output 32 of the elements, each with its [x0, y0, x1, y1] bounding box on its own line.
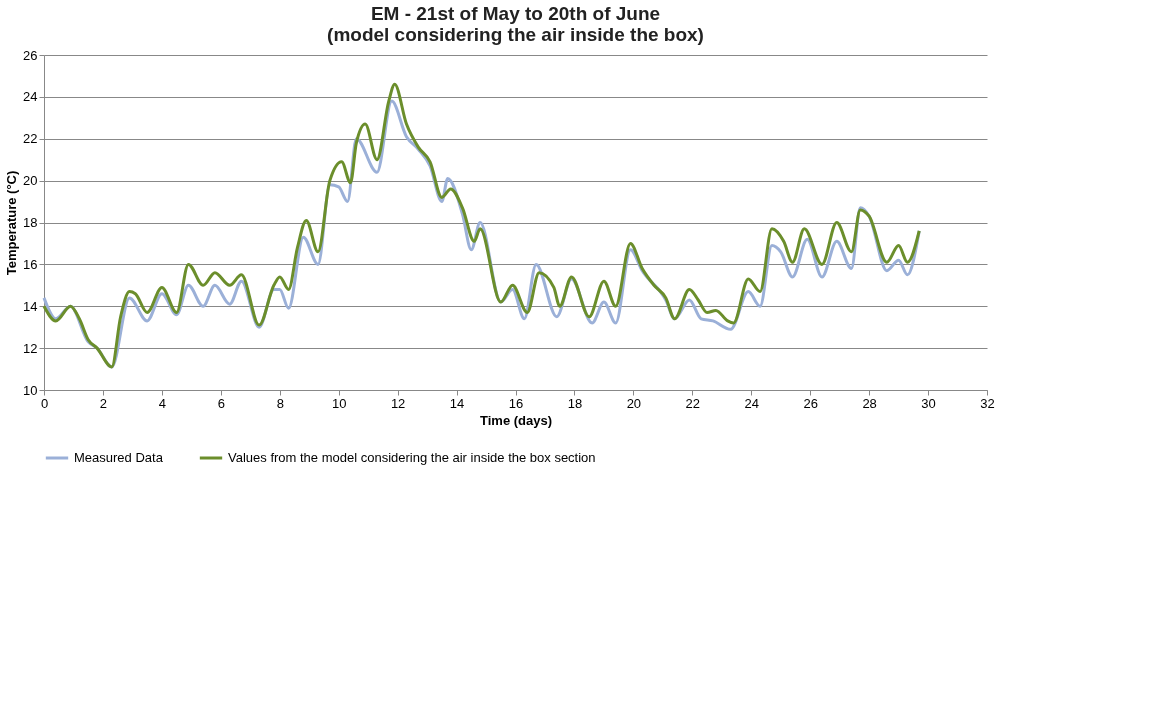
- x-tick-label: 4: [158, 395, 166, 411]
- x-tick-label: 2: [99, 395, 108, 411]
- x-axis-title: Time (days): [479, 412, 553, 428]
- y-tick-label: 26: [23, 47, 38, 63]
- x-tick-label: 30: [921, 395, 936, 411]
- y-tick-label: 24: [23, 89, 38, 105]
- x-tick-label: 32: [980, 395, 995, 411]
- x-tick-label: 16: [508, 395, 524, 411]
- x-tick-label: 18: [567, 395, 583, 411]
- x-tick-label: 26: [803, 395, 818, 411]
- y-tick-label: 18: [23, 215, 38, 230]
- y-axis-title: Temperature (°C): [4, 170, 20, 276]
- y-tick-label: 22: [23, 131, 38, 147]
- x-tick-label: 14: [449, 395, 465, 411]
- legend-label: Measured Data: [74, 450, 164, 465]
- y-tick-label: 16: [23, 256, 38, 272]
- x-tick-label: 8: [276, 395, 284, 411]
- x-tick-label: 10: [331, 395, 347, 411]
- x-tick-label: 24: [744, 395, 759, 411]
- x-tick-label: 0: [40, 395, 49, 411]
- text: (model considering the air inside the box): [327, 24, 704, 45]
- x-tick-label: 6: [217, 395, 225, 411]
- legend-label: Values from the model considering the air inside the box section: [228, 450, 596, 465]
- x-tick-label: 20: [626, 395, 642, 411]
- y-tick-label: 10: [23, 382, 38, 398]
- x-tick-label: 28: [862, 395, 877, 411]
- y-tick-label: 20: [23, 173, 38, 189]
- x-tick-label: 22: [685, 395, 701, 411]
- x-tick-label: 12: [390, 395, 406, 411]
- y-tick-label: 12: [23, 340, 38, 356]
- text: EM - 21st of May to 20th of June: [370, 3, 661, 24]
- y-tick-label: 14: [23, 298, 38, 314]
